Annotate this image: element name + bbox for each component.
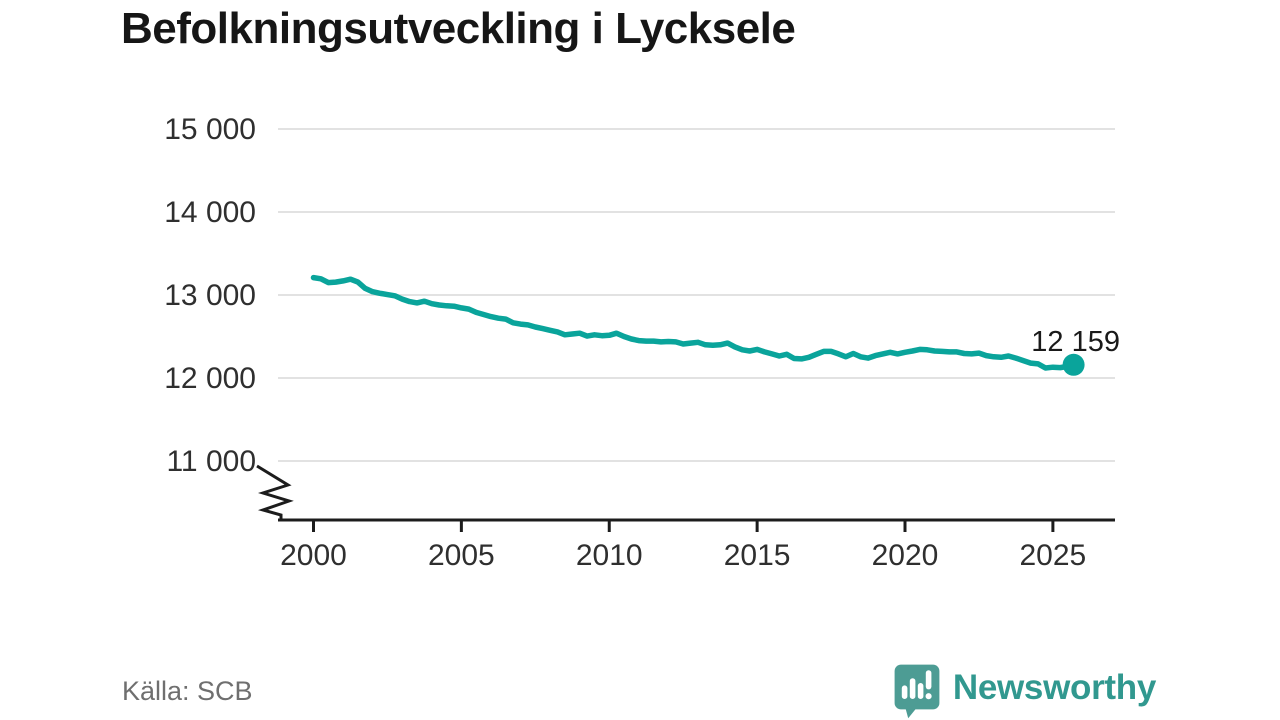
x-tick-label: 2025 bbox=[1020, 539, 1087, 572]
y-tick-label: 11 000 bbox=[166, 445, 256, 478]
x-tick-label: 2015 bbox=[724, 539, 791, 572]
x-tick-label: 2010 bbox=[576, 539, 643, 572]
axis-break-zigzag bbox=[256, 464, 294, 520]
population-series-line bbox=[310, 274, 1077, 371]
x-tick-label: 2020 bbox=[872, 539, 939, 572]
newsworthy-logo: Newsworthy bbox=[893, 662, 1156, 720]
x-axis-ticks bbox=[311, 520, 1055, 532]
y-axis-tick-labels: 11 000 12 000 13 000 14 000 15 000 bbox=[164, 113, 256, 478]
y-tick-label: 12 000 bbox=[164, 362, 256, 395]
y-tick-label: 13 000 bbox=[164, 279, 256, 312]
x-tick-label: 2005 bbox=[428, 539, 495, 572]
x-tick-label: 2000 bbox=[280, 539, 347, 572]
gridlines bbox=[278, 128, 1115, 462]
x-axis-tick-labels: 2000 2005 2010 2015 2020 2025 bbox=[280, 539, 1086, 572]
latest-value-label: 12 159 bbox=[1031, 326, 1120, 358]
chart-title: Befolkningsutveckling i Lycksele bbox=[121, 4, 796, 53]
latest-value-dot bbox=[1062, 353, 1085, 376]
newsworthy-bubble-icon bbox=[894, 664, 940, 719]
newsworthy-wordmark: Newsworthy bbox=[952, 667, 1156, 707]
source-note: Källa: SCB bbox=[122, 676, 253, 706]
y-tick-label: 14 000 bbox=[164, 196, 256, 229]
y-tick-label: 15 000 bbox=[164, 113, 256, 146]
